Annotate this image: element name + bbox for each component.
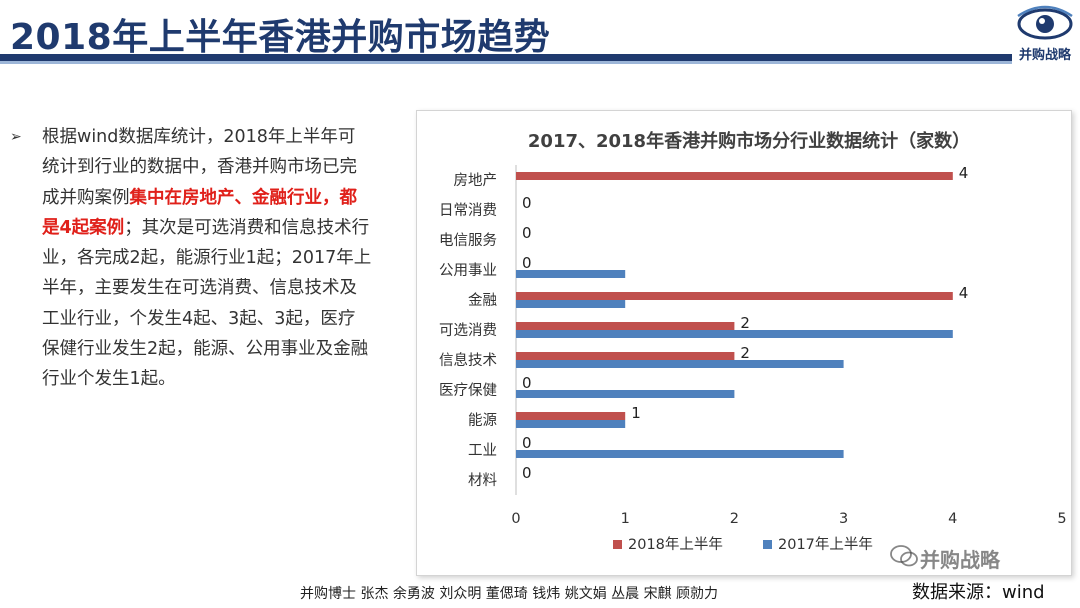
data-label-2018: 0 xyxy=(522,464,532,482)
category-label: 材料 xyxy=(468,472,497,489)
bar-2018 xyxy=(516,322,735,330)
category-label: 金融 xyxy=(468,292,497,309)
data-label-2018: 2 xyxy=(740,314,750,332)
logo-text: 并购战略 xyxy=(1018,48,1071,63)
bullet-text: ➢ 根据wind数据库统计，2018年上半年可统计到行业的数据中，香港并购市场已… xyxy=(10,122,372,395)
x-tick-label: 5 xyxy=(1057,511,1066,527)
category-label: 日常消费 xyxy=(439,202,497,219)
data-label-2018: 0 xyxy=(522,194,532,212)
bar-chart: 2017、2018年香港并购市场分行业数据统计（家数） 房地产 4 日常消费 0 电信服务… xyxy=(439,130,1067,553)
category-label: 工业 xyxy=(468,442,497,459)
data-label-2018: 1 xyxy=(631,404,641,422)
bullet-text-intro: 根据wind数据库统计，2018年上半年可统计到行业的数据中，香港并购市场已完成… xyxy=(42,127,357,208)
chart-title: 2017、2018年香港并购市场分行业数据统计（家数） xyxy=(528,130,970,152)
data-label-2018: 2 xyxy=(740,344,750,362)
bar-2018 xyxy=(516,172,953,180)
bullet-highlight: 集中在房地产、金融行业，都是4起案例 xyxy=(42,187,357,238)
bullet-text-rest: ；其次是可选消费和信息技术行业，各完成2起，能源行业1起；2017年上半年，主要… xyxy=(42,217,372,390)
chart-panel: 2017、2018年香港并购市场分行业数据统计（家数） 房地产 4 日常消费 0 电信服务… xyxy=(416,110,1072,576)
data-label-2018: 0 xyxy=(522,254,532,272)
legend-swatch xyxy=(613,540,622,549)
bar-2017 xyxy=(516,270,626,278)
watermark: 并购战略 xyxy=(890,544,1000,573)
data-label-2018: 4 xyxy=(959,164,969,182)
data-source: 数据来源：wind xyxy=(912,582,1045,603)
bar-2018 xyxy=(516,412,626,420)
category-label: 医疗保健 xyxy=(439,382,497,399)
x-tick-label: 0 xyxy=(511,511,520,527)
category-label: 房地产 xyxy=(454,172,498,189)
watermark-text: 并购战略 xyxy=(920,548,1000,572)
category-label: 信息技术 xyxy=(439,352,497,369)
data-label-2018: 0 xyxy=(522,224,532,242)
category-label: 公用事业 xyxy=(439,262,497,279)
bar-2017 xyxy=(516,300,626,308)
wechat-icon xyxy=(890,545,920,572)
x-tick-label: 1 xyxy=(621,511,630,527)
page-title: 2018年上半年香港并购市场趋势 xyxy=(10,17,551,58)
category-label: 可选消费 xyxy=(439,322,497,339)
category-label: 能源 xyxy=(468,412,497,429)
bar-2017 xyxy=(516,450,844,458)
x-tick-label: 2 xyxy=(730,511,739,527)
bar-2018 xyxy=(516,352,735,360)
x-tick-label: 3 xyxy=(839,511,848,527)
data-label-2018: 0 xyxy=(522,434,532,452)
authors-line: 并购博士 张杰 余勇波 刘众明 董偲琦 钱炜 姚文娟 丛晨 宋麒 顾勍力 xyxy=(300,586,719,602)
data-label-2018: 4 xyxy=(959,284,969,302)
legend-label: 2018年上半年 xyxy=(628,536,723,553)
bar-2017 xyxy=(516,420,626,428)
bar-2017 xyxy=(516,360,844,368)
legend-label: 2017年上半年 xyxy=(778,536,873,553)
bar-2017 xyxy=(516,390,735,398)
eye-icon xyxy=(1017,5,1073,40)
bullet-arrow-icon: ➢ xyxy=(10,129,22,145)
header-rule xyxy=(0,54,1012,61)
data-label-2018: 0 xyxy=(522,374,532,392)
x-tick-label: 4 xyxy=(948,511,957,527)
header-rule-accent xyxy=(0,61,1012,64)
category-label: 电信服务 xyxy=(439,232,497,249)
brand-logo: 并购战略 xyxy=(1012,4,1078,64)
legend-swatch xyxy=(763,540,772,549)
bar-2017 xyxy=(516,330,953,338)
bar-2018 xyxy=(516,292,953,300)
